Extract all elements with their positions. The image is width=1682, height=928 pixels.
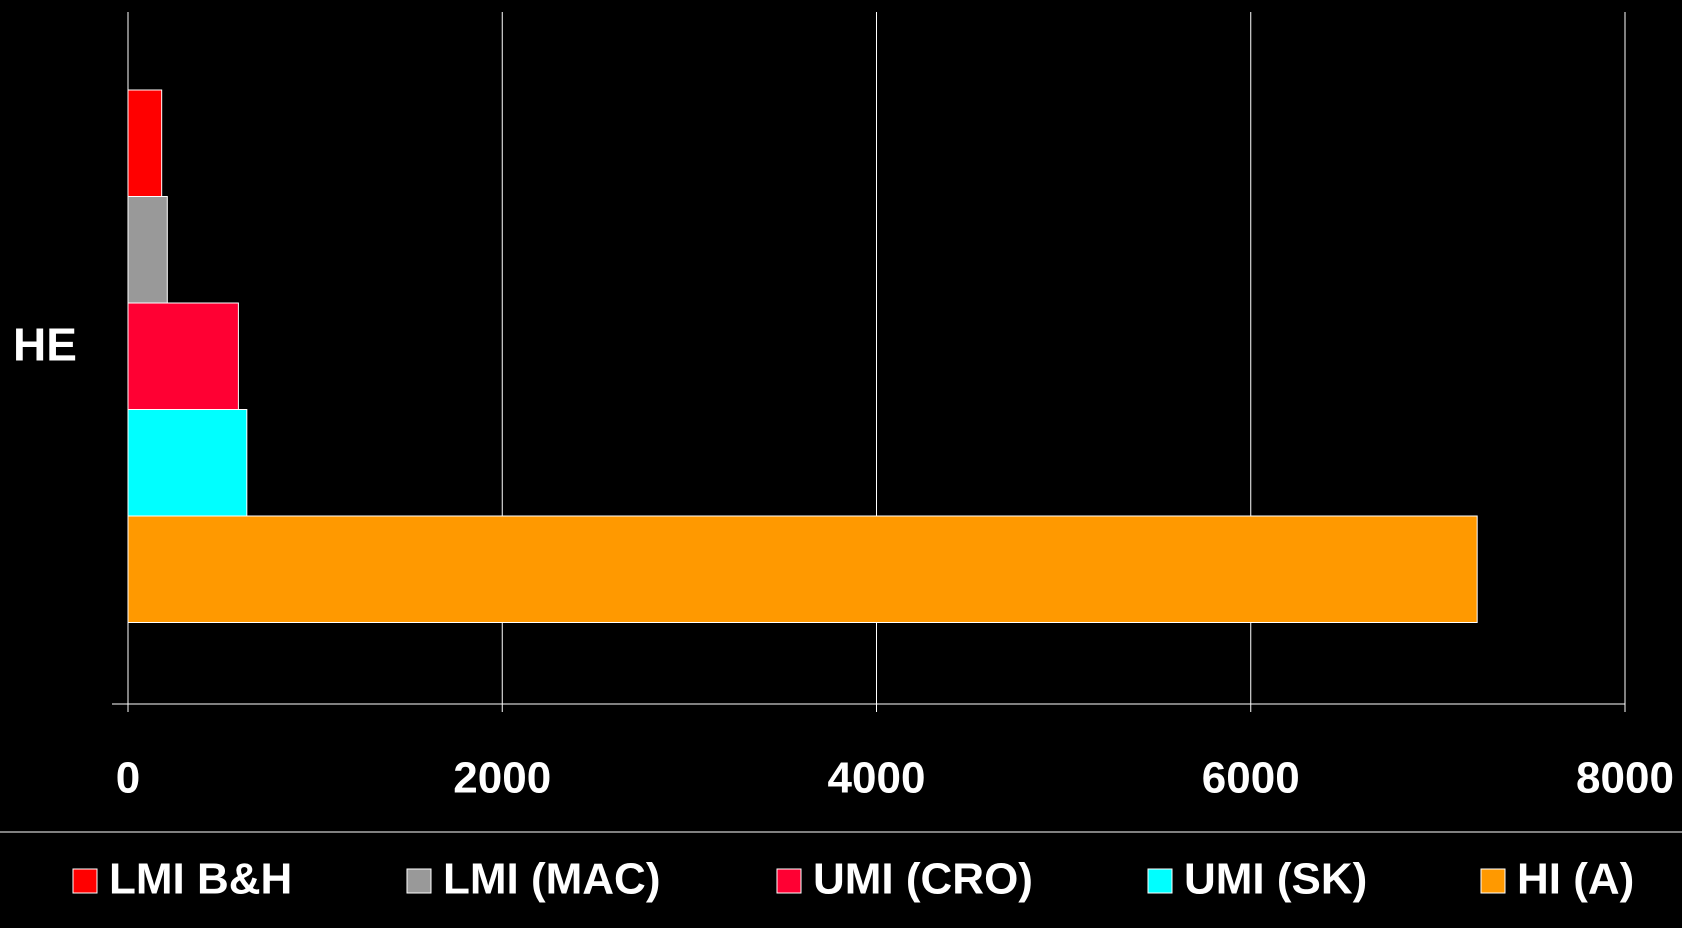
legend-swatch [1147,868,1173,894]
x-tick-label: 4000 [828,754,926,803]
legend-swatch [72,868,98,894]
legend-label: UMI (SK) [1184,855,1367,904]
bar [127,515,1478,623]
legend-label: UMI (CRO) [813,855,1033,904]
legend-swatch [776,868,802,894]
legend-label: LMI (MAC) [443,855,661,904]
y-tick-label: HE [13,318,77,370]
legend-swatch [1480,868,1506,894]
bar [127,409,248,517]
x-tick-label: 8000 [1576,754,1674,803]
legend-label: HI (A) [1517,855,1634,904]
bar [127,196,168,304]
bar [127,89,163,197]
x-tick-label: 6000 [1202,754,1300,803]
legend-label: LMI B&H [109,855,292,904]
legend-swatch [406,868,432,894]
x-tick-label: 0 [116,754,140,803]
bar [127,302,239,410]
x-tick-label: 2000 [453,754,551,803]
